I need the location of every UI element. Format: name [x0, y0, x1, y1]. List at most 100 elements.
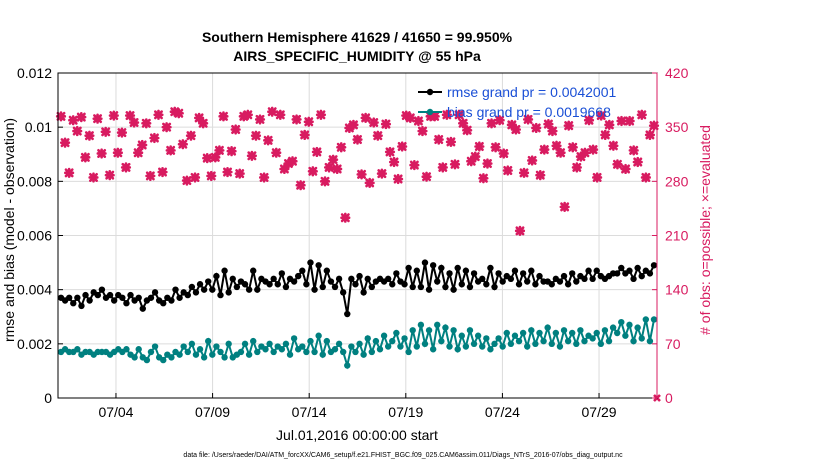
rmse-point	[389, 281, 396, 288]
bias-point	[241, 340, 249, 348]
rmse-point	[564, 281, 572, 288]
rmse-line	[60, 262, 655, 315]
obs-marker	[124, 110, 136, 121]
bias-point	[483, 335, 490, 342]
obs-marker	[133, 147, 144, 158]
y-tick-label: 0.01	[25, 119, 52, 135]
rmse-point	[454, 264, 461, 272]
obs-marker	[76, 112, 87, 123]
obs-marker	[494, 115, 505, 126]
obs-marker	[502, 165, 513, 176]
rmse-point	[278, 270, 286, 277]
y-tick-label: 0.004	[17, 282, 52, 298]
bias-point	[135, 346, 142, 353]
bias-point	[622, 332, 629, 339]
bias-point	[577, 327, 584, 334]
bias-point	[511, 332, 519, 339]
obs-marker	[234, 168, 245, 179]
rmse-point	[135, 294, 142, 301]
rmse-point	[74, 294, 81, 301]
obs-marker	[449, 159, 461, 170]
rmse-point	[556, 278, 564, 285]
rmse-point	[630, 275, 637, 283]
y-tick-label: 0.006	[17, 228, 52, 244]
rmse-point	[188, 283, 196, 291]
rmse-point	[487, 264, 494, 272]
obs-marker	[559, 201, 570, 212]
bias-point	[425, 327, 433, 334]
bias-point	[352, 348, 359, 356]
rmse-point	[524, 278, 531, 285]
obs-marker	[482, 158, 493, 169]
rmse-point	[282, 283, 290, 291]
rmse-point	[319, 283, 326, 291]
rmse-point	[626, 267, 633, 274]
obs-marker	[518, 167, 530, 178]
bias-point	[479, 343, 486, 350]
bias-point	[245, 351, 253, 358]
obs-marker	[648, 120, 660, 131]
obs-marker	[226, 146, 237, 157]
obs-marker	[543, 118, 554, 130]
obs-marker	[55, 111, 67, 122]
obs-marker	[510, 124, 522, 135]
bias-point	[356, 340, 363, 348]
bias-point	[221, 354, 228, 361]
obs-marker	[129, 117, 140, 128]
bias-point	[176, 351, 183, 358]
obs-marker	[567, 142, 578, 153]
obs-marker	[527, 155, 538, 166]
bias-point	[618, 318, 625, 326]
obs-marker	[596, 110, 607, 121]
bias-point	[450, 327, 457, 334]
rmse-point	[78, 302, 85, 310]
obs-marker	[384, 146, 396, 158]
obs-marker	[238, 111, 249, 122]
rmse-point	[585, 267, 592, 274]
bias-point	[188, 340, 196, 348]
rmse-point	[290, 278, 298, 285]
rmse-point	[139, 305, 146, 312]
x-tick-label: 07/09	[195, 404, 230, 420]
rmse-point	[160, 300, 167, 307]
bias-point	[458, 332, 465, 339]
obs-marker	[295, 180, 306, 191]
rmse-point	[344, 310, 351, 318]
rmse-point	[241, 281, 249, 288]
bias-point	[438, 337, 445, 345]
rmse-point	[119, 294, 126, 301]
rmse-point	[233, 283, 241, 291]
obs-marker	[258, 172, 270, 183]
bias-point	[401, 335, 408, 342]
obs-marker	[535, 170, 546, 181]
obs-marker	[189, 172, 201, 183]
rmse-point	[638, 272, 645, 280]
obs-marker	[624, 115, 635, 127]
rmse-point	[593, 267, 600, 274]
rmse-point	[168, 297, 175, 304]
rmse-point	[462, 267, 470, 274]
obs-marker	[364, 177, 375, 188]
bias-point	[532, 340, 539, 348]
bias-point	[200, 354, 208, 361]
bias-point	[368, 348, 376, 356]
obs-marker	[604, 119, 615, 130]
obs-marker	[417, 125, 428, 137]
obs-marker	[263, 135, 274, 146]
rmse-point	[217, 291, 224, 299]
chart-subtitle: AIRS_SPECIFIC_HUMIDITY @ 55 hPa	[233, 48, 481, 64]
rmse-point	[70, 300, 77, 307]
bias-point	[569, 329, 576, 337]
bias-point	[376, 346, 384, 353]
x-tick-label: 07/04	[98, 404, 133, 420]
x-axis-label: Jul.01,2016 00:00:00 start	[276, 427, 438, 443]
obs-marker	[100, 126, 111, 137]
y2-tick-label: 140	[665, 282, 689, 298]
rmse-point	[205, 278, 212, 285]
rmse-point	[299, 267, 306, 274]
bias-point	[74, 346, 81, 353]
bias-point	[434, 321, 441, 329]
rmse-point	[573, 278, 580, 285]
bias-point	[503, 329, 510, 337]
rmse-point	[266, 281, 273, 288]
